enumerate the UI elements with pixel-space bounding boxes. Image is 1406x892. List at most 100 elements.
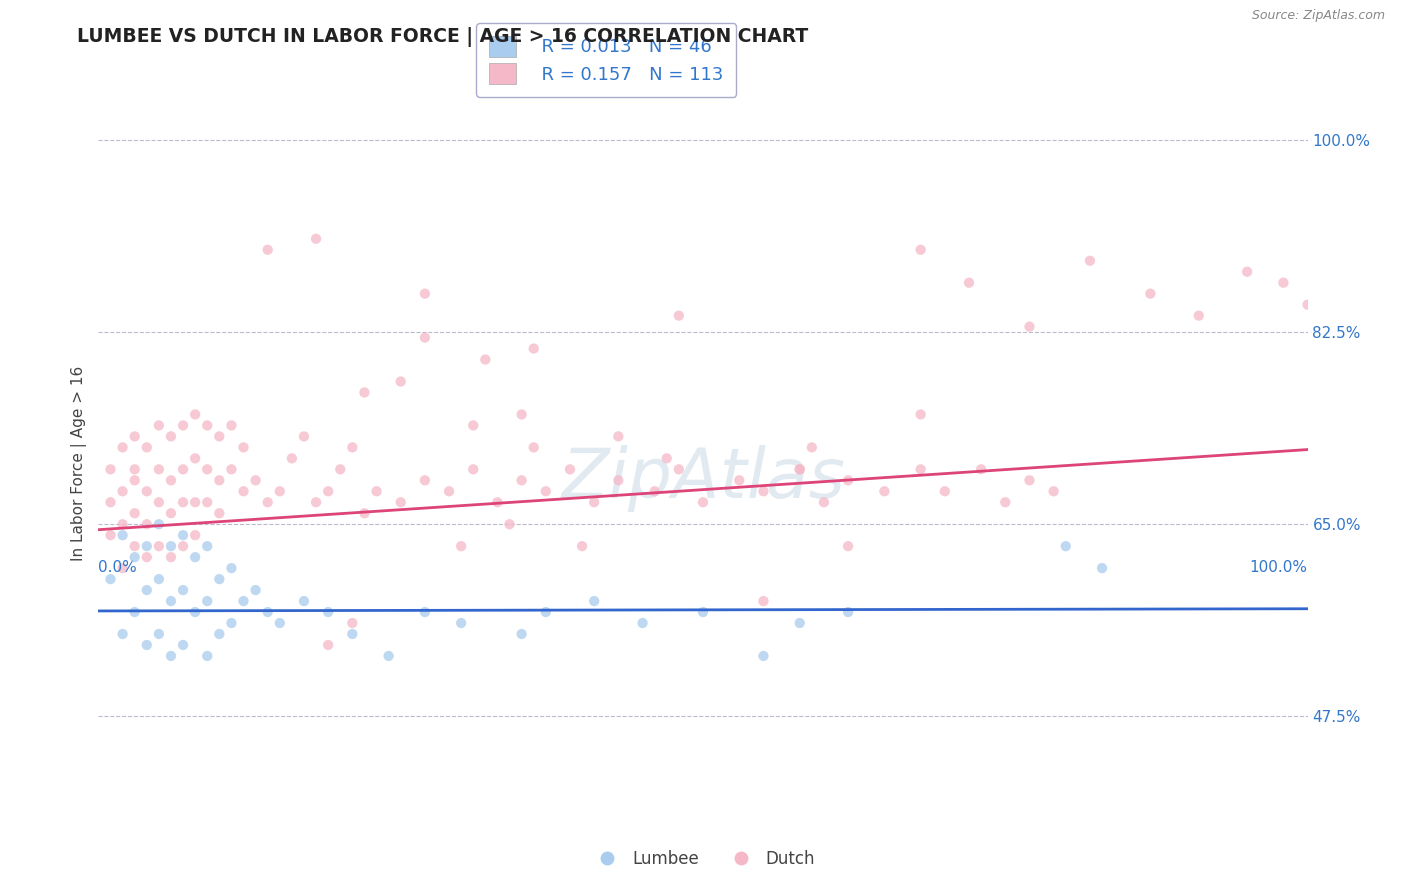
Point <box>668 309 690 323</box>
Point <box>692 605 714 619</box>
Point <box>232 594 254 608</box>
Point <box>450 615 472 630</box>
Point <box>957 276 980 290</box>
Point <box>910 462 932 476</box>
Point <box>221 561 243 575</box>
Point <box>124 462 146 476</box>
Point <box>148 517 170 532</box>
Point <box>1091 561 1114 575</box>
Point <box>124 473 146 487</box>
Point <box>910 408 932 422</box>
Point <box>148 418 170 433</box>
Point <box>195 462 218 476</box>
Point <box>450 539 472 553</box>
Point <box>195 648 218 663</box>
Point <box>245 583 267 598</box>
Point <box>172 462 194 476</box>
Point <box>160 594 183 608</box>
Point <box>135 539 157 553</box>
Point <box>172 495 194 509</box>
Point <box>208 506 231 520</box>
Point <box>221 418 243 433</box>
Point <box>292 594 315 608</box>
Point <box>195 539 218 553</box>
Point <box>184 550 207 565</box>
Point <box>124 550 146 565</box>
Point <box>160 506 183 520</box>
Point <box>413 286 436 301</box>
Point <box>135 484 157 499</box>
Point <box>1188 309 1211 323</box>
Point <box>172 418 194 433</box>
Point <box>1272 276 1295 290</box>
Point <box>558 462 581 476</box>
Point <box>148 495 170 509</box>
Point <box>148 627 170 641</box>
Point <box>377 648 399 663</box>
Point <box>910 243 932 257</box>
Text: 0.0%: 0.0% <box>98 560 138 575</box>
Point <box>571 539 593 553</box>
Point <box>292 429 315 443</box>
Point <box>463 462 485 476</box>
Point <box>245 473 267 487</box>
Point <box>208 572 231 586</box>
Point <box>305 495 328 509</box>
Point <box>100 495 122 509</box>
Point <box>389 495 412 509</box>
Point <box>583 495 606 509</box>
Point <box>837 605 859 619</box>
Point <box>631 615 654 630</box>
Y-axis label: In Labor Force | Age > 16: In Labor Force | Age > 16 <box>72 367 87 561</box>
Point <box>534 605 557 619</box>
Point <box>800 441 823 455</box>
Point <box>100 572 122 586</box>
Point <box>510 408 533 422</box>
Point <box>135 550 157 565</box>
Point <box>305 232 328 246</box>
Legend: Lumbee, Dutch: Lumbee, Dutch <box>583 844 823 875</box>
Point <box>1018 319 1040 334</box>
Point <box>148 572 170 586</box>
Legend:   R = 0.013   N = 46,   R = 0.157   N = 113: R = 0.013 N = 46, R = 0.157 N = 113 <box>477 23 737 96</box>
Point <box>172 528 194 542</box>
Text: LUMBEE VS DUTCH IN LABOR FORCE | AGE > 16 CORRELATION CHART: LUMBEE VS DUTCH IN LABOR FORCE | AGE > 1… <box>77 27 808 46</box>
Point <box>837 473 859 487</box>
Point <box>583 594 606 608</box>
Point <box>316 638 339 652</box>
Point <box>342 615 364 630</box>
Point <box>184 605 207 619</box>
Point <box>523 441 546 455</box>
Point <box>124 539 146 553</box>
Point <box>111 484 134 499</box>
Point <box>353 506 375 520</box>
Point <box>269 615 291 630</box>
Point <box>789 615 811 630</box>
Point <box>281 451 304 466</box>
Point <box>221 462 243 476</box>
Point <box>437 484 460 499</box>
Point <box>316 605 339 619</box>
Point <box>413 605 436 619</box>
Point <box>1078 253 1101 268</box>
Point <box>256 605 278 619</box>
Point <box>413 330 436 344</box>
Point <box>135 441 157 455</box>
Point <box>1139 286 1161 301</box>
Point <box>498 517 520 532</box>
Point <box>256 495 278 509</box>
Text: 100.0%: 100.0% <box>1250 560 1308 575</box>
Point <box>994 495 1017 509</box>
Point <box>195 495 218 509</box>
Point <box>752 484 775 499</box>
Point <box>789 462 811 476</box>
Point <box>1042 484 1064 499</box>
Point <box>195 594 218 608</box>
Point <box>160 539 183 553</box>
Point <box>148 462 170 476</box>
Point <box>342 627 364 641</box>
Point <box>413 473 436 487</box>
Point <box>148 539 170 553</box>
Point <box>111 627 134 641</box>
Point <box>221 615 243 630</box>
